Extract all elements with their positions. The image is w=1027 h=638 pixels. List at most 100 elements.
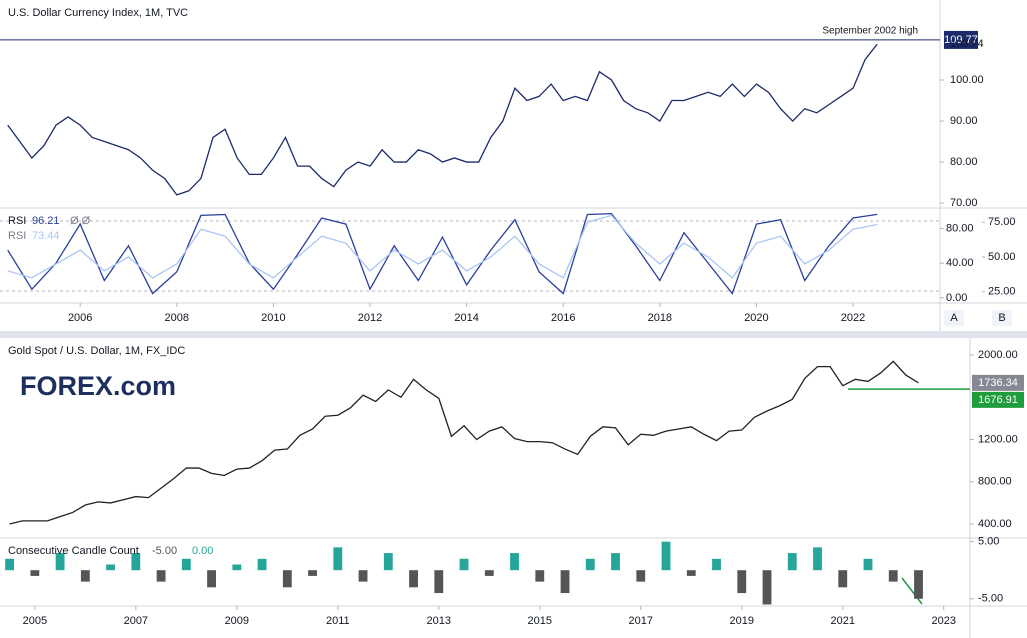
- pane-title: U.S. Dollar Currency Index, 1M, TVC: [8, 7, 188, 19]
- y2-tick-label: 50.00: [988, 251, 1016, 263]
- x-tick-label: 2019: [730, 615, 754, 627]
- bar: [30, 570, 40, 576]
- bar: [232, 564, 242, 571]
- watermark: FOREX.com: [20, 371, 176, 401]
- y-tick-label: 1200.00: [978, 433, 1018, 445]
- bar: [712, 558, 721, 571]
- annotation-text: September 2002 high: [822, 26, 918, 37]
- x-tick-label: 2005: [23, 615, 47, 627]
- bar: [636, 570, 646, 582]
- bar: [737, 570, 747, 594]
- bar: [409, 570, 418, 588]
- x-tick-label: 2022: [841, 312, 865, 324]
- x-tick-label: 2014: [454, 312, 478, 324]
- y-tick-label: 80.00: [950, 156, 978, 168]
- scale-button[interactable]: [944, 310, 964, 326]
- y-tick-label: 400.00: [978, 518, 1012, 530]
- series-line: [7, 214, 878, 279]
- last-value-label: 1736.34: [978, 377, 1018, 389]
- bar: [308, 570, 317, 576]
- scale-button[interactable]: [992, 310, 1012, 326]
- panel-gap: [0, 331, 1027, 338]
- bar: [282, 570, 292, 588]
- bar: [459, 558, 469, 571]
- bar: [762, 570, 772, 605]
- x-tick-label: 2012: [358, 312, 382, 324]
- last-value-tag: [972, 374, 1024, 391]
- bar: [838, 570, 848, 588]
- price-tag-label: 109.77: [944, 34, 978, 46]
- bar: [383, 553, 393, 571]
- legend-value: -5.00: [152, 545, 177, 557]
- pane-title: Gold Spot / U.S. Dollar, 1M, FX_IDC: [8, 345, 185, 357]
- bar: [257, 558, 267, 571]
- reference-tag-label: 1676.91: [978, 394, 1018, 406]
- bar: [914, 570, 923, 599]
- bar: [5, 558, 15, 571]
- bar: [106, 564, 116, 571]
- pane-title: Consecutive Candle Count: [8, 545, 139, 557]
- y-tick-label: 90.00: [950, 115, 978, 127]
- scale-button-label[interactable]: A: [950, 312, 958, 324]
- bar: [560, 570, 570, 594]
- series-line: [7, 212, 878, 295]
- x-tick-label: 2006: [68, 312, 92, 324]
- bar: [434, 570, 444, 594]
- bar: [333, 547, 343, 571]
- legend-icon: Ø Ø: [70, 215, 91, 227]
- x-tick-label: 2018: [648, 312, 672, 324]
- x-tick-label: 2008: [165, 312, 189, 324]
- drawn-trendline: [901, 577, 923, 605]
- x-tick-label: 2009: [225, 615, 249, 627]
- legend-value: 73.44: [32, 230, 60, 242]
- y-tick-label: 0.00: [946, 292, 967, 304]
- x-tick-label: 2011: [326, 615, 350, 627]
- bar: [181, 558, 191, 571]
- y-tick-label: 100.00: [950, 74, 984, 86]
- bar: [813, 547, 822, 571]
- x-tick-label: 2017: [629, 615, 653, 627]
- y-tick-label: -5.00: [978, 593, 1003, 605]
- y-tick-label: 40.00: [946, 257, 974, 269]
- bar: [156, 570, 166, 582]
- bar: [55, 553, 65, 571]
- bar: [863, 558, 873, 571]
- y-tick-label: 800.00: [978, 476, 1012, 488]
- y-tick-label: 5.00: [978, 536, 999, 548]
- y-tick-label: 2000.00: [978, 349, 1018, 361]
- y2-tick-label: 75.00: [988, 216, 1016, 228]
- bar: [661, 541, 671, 571]
- bar: [80, 570, 90, 582]
- y2-tick-label: 25.00: [988, 286, 1016, 298]
- x-tick-label: 2021: [831, 615, 855, 627]
- x-tick-label: 2013: [427, 615, 451, 627]
- scale-button-label[interactable]: B: [998, 312, 1005, 324]
- bar: [888, 570, 898, 582]
- legend-value: 0.00: [192, 545, 213, 557]
- bar: [358, 570, 368, 582]
- series-line: [9, 360, 919, 525]
- bar: [535, 570, 545, 582]
- y-tick-label: 80.00: [946, 222, 974, 234]
- reference-tag: [972, 391, 1024, 408]
- legend-name: RSI: [8, 215, 26, 227]
- bar: [686, 570, 696, 576]
- bar: [484, 570, 494, 576]
- y-tick-label: 70.00: [950, 197, 978, 209]
- legend-value: 96.21: [32, 215, 60, 227]
- x-tick-label: 2016: [551, 312, 575, 324]
- bar: [585, 558, 595, 571]
- bar: [207, 570, 216, 588]
- x-tick-label: 2015: [528, 615, 552, 627]
- last-value-label: 108.74: [950, 38, 984, 50]
- bar: [510, 553, 519, 571]
- x-tick-label: 2023: [932, 615, 956, 627]
- series-line: [7, 43, 878, 196]
- x-tick-label: 2020: [744, 312, 768, 324]
- legend-name: RSI: [8, 230, 26, 242]
- bar: [787, 553, 797, 571]
- bar: [611, 553, 620, 571]
- price-tag: [944, 30, 978, 49]
